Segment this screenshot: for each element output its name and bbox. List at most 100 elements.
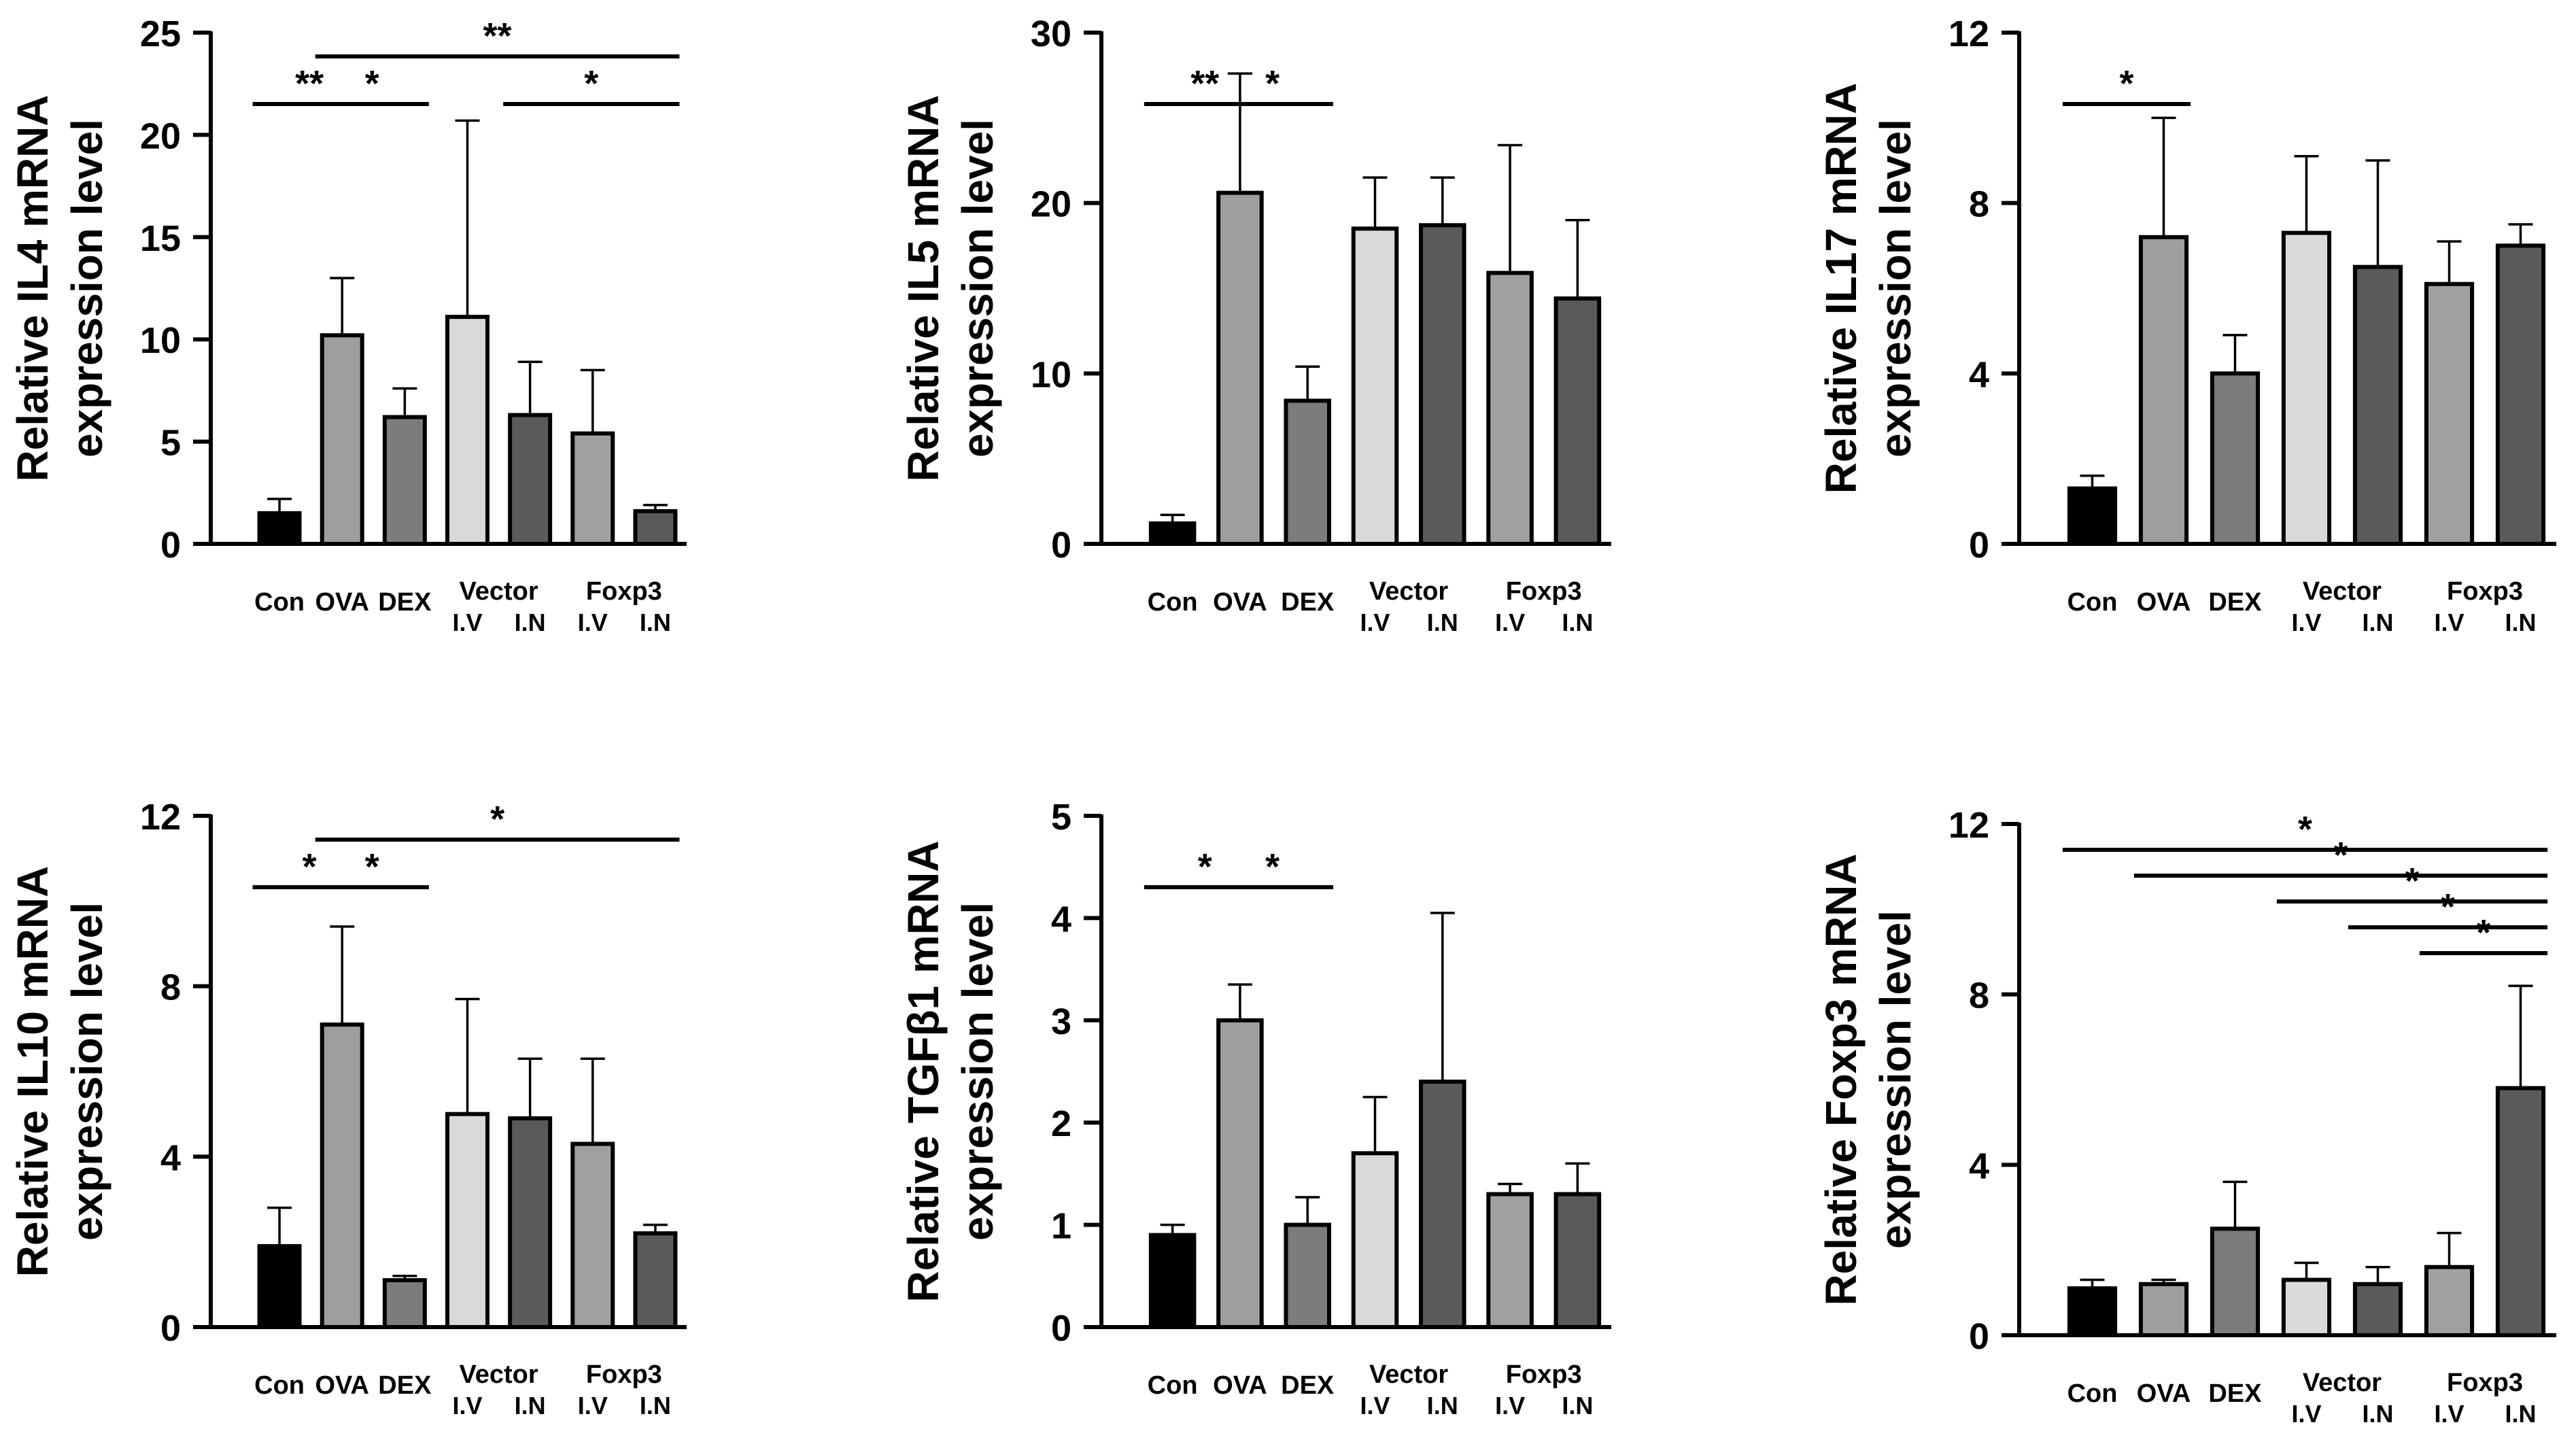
significance-label: * [2119, 63, 2133, 104]
bar-vector-i-v [1351, 1151, 1399, 1329]
x-sub-label: I.V [1360, 1392, 1390, 1420]
y-tick-label: 0 [160, 525, 181, 566]
bar-foxp3-i-n [2495, 243, 2546, 546]
chart-panel-2: 0 10 20 30 Relative IL5 mRNA expression level… [899, 14, 1611, 636]
x-tick-label: Con [1148, 588, 1198, 617]
bar-vector-i-v [1351, 226, 1399, 546]
y-tick-label: 2 [1051, 1103, 1071, 1144]
significance-label: ** [295, 63, 324, 104]
bar-foxp3-i-n [2495, 1086, 2546, 1337]
significance-label: * [2298, 809, 2312, 850]
x-sub-label: I.V [2291, 1400, 2321, 1428]
y-tick-label: 10 [1031, 354, 1071, 395]
bar-ova [1216, 190, 1264, 547]
bar-foxp3-i-v [2424, 1265, 2475, 1337]
bar-foxp3-i-n [1553, 296, 1602, 546]
bar-vector-i-n [1419, 1080, 1466, 1330]
x-sub-label: I.N [515, 608, 546, 636]
x-sub-label: I.N [2362, 608, 2393, 636]
y-axis-title-line2: expression level [953, 119, 1002, 458]
y-tick-label: 12 [140, 797, 181, 838]
significance-label: * [490, 799, 504, 840]
y-axis-title-line2: expression level [953, 902, 1002, 1241]
y-axis-title-line2: expression level [1871, 910, 1920, 1249]
bar-vector-i-v [445, 1112, 490, 1329]
bar-vector-i-v [2281, 230, 2332, 546]
x-sub-label: I.V [1495, 608, 1525, 636]
y-tick-label: 4 [1969, 1146, 1989, 1186]
y-axis-title-line2: expression level [63, 119, 111, 458]
bar-foxp3-i-v [570, 1141, 615, 1329]
x-sub-label: I.N [515, 1392, 546, 1420]
x-sub-label: I.V [452, 608, 482, 636]
x-group-label: Foxp3 [1506, 577, 1582, 606]
x-sub-label: I.V [1495, 1392, 1525, 1420]
bar-foxp3-i-v [570, 431, 615, 546]
x-sub-label: I.N [2505, 608, 2536, 636]
bar-vector-i-n [508, 413, 553, 546]
bar-vector-i-n [2352, 264, 2403, 546]
x-tick-label: OVA [315, 588, 369, 617]
y-axis-title-line1: Relative TGFβ1 mRNA [899, 840, 948, 1302]
bar-dex [382, 415, 427, 547]
x-group-label: Foxp3 [1506, 1360, 1582, 1389]
bar-foxp3-i-v [1486, 271, 1534, 546]
x-tick-label: DEX [378, 1371, 432, 1400]
y-tick-label: 1 [1051, 1206, 1071, 1247]
x-sub-label: I.N [1562, 1392, 1593, 1420]
y-tick-label: 5 [1051, 797, 1071, 838]
x-tick-label: OVA [1213, 1371, 1267, 1400]
x-tick-label: DEX [378, 588, 432, 617]
bar-con [257, 1243, 302, 1330]
y-tick-label: 0 [1969, 1316, 1989, 1357]
bar-con [2067, 1286, 2118, 1337]
x-tick-label: OVA [2137, 588, 2191, 617]
bar-foxp3-i-n [633, 1231, 678, 1329]
bar-dex [2210, 1226, 2261, 1338]
bar-vector-i-n [1419, 223, 1466, 546]
y-tick-label: 5 [160, 423, 181, 464]
x-group-label: Foxp3 [586, 577, 662, 606]
x-tick-label: DEX [1281, 1371, 1335, 1400]
bar-vector-i-n [2352, 1282, 2403, 1338]
y-tick-label: 4 [1969, 354, 1989, 395]
y-tick-label: 15 [140, 218, 181, 259]
y-axis-title-line1: Relative IL17 mRNA [1817, 83, 1866, 494]
chart-panel-3: 0 4 8 12 Relative IL17 mRNA expression level *… [1817, 14, 2556, 636]
y-tick-label: 0 [1051, 1308, 1071, 1349]
significance-label: * [365, 63, 379, 104]
significance-label: * [2405, 861, 2419, 901]
x-sub-label: I.V [578, 1392, 608, 1420]
bar-ova [320, 333, 364, 546]
x-sub-label: I.N [640, 1392, 671, 1420]
chart-panel-6: 0 4 8 12 Relative Foxp3 mRNA expression level… [1817, 805, 2556, 1428]
y-axis-title-line1: Relative Foxp3 mRNA [1817, 853, 1866, 1305]
bar-dex [2210, 371, 2261, 546]
significance-label: * [1198, 846, 1212, 887]
x-group-label: Vector [1369, 1360, 1448, 1389]
x-sub-label: I.V [1360, 608, 1390, 636]
significance-label: * [365, 846, 379, 887]
significance-label: * [2333, 835, 2348, 876]
significance-label: * [2476, 912, 2490, 953]
x-sub-label: I.N [2505, 1400, 2536, 1428]
x-tick-label: OVA [315, 1371, 369, 1400]
x-sub-label: I.V [2291, 608, 2321, 636]
y-tick-label: 20 [1031, 184, 1071, 225]
chart-panel-4: 0 4 8 12 Relative IL10 mRNA expression level *… [8, 797, 687, 1420]
x-sub-label: I.V [2434, 608, 2464, 636]
y-tick-label: 12 [1948, 14, 1989, 54]
y-axis-title-line2: expression level [1871, 119, 1920, 458]
bar-foxp3-i-v [1486, 1192, 1534, 1329]
bar-foxp3-i-n [1553, 1192, 1602, 1329]
x-sub-label: I.N [2362, 1400, 2393, 1428]
significance-label: * [303, 846, 317, 887]
x-sub-label: I.N [640, 608, 671, 636]
bar-con [257, 511, 302, 547]
bar-dex [1284, 398, 1331, 546]
y-axis-title-line1: Relative IL4 mRNA [8, 94, 57, 481]
chart-panel-1: 0 5 10 15 20 25 Relative IL4 mRNA expression le… [8, 14, 687, 636]
bar-con [2067, 486, 2118, 546]
significance-label: * [1265, 63, 1280, 104]
x-sub-label: I.N [1427, 608, 1458, 636]
